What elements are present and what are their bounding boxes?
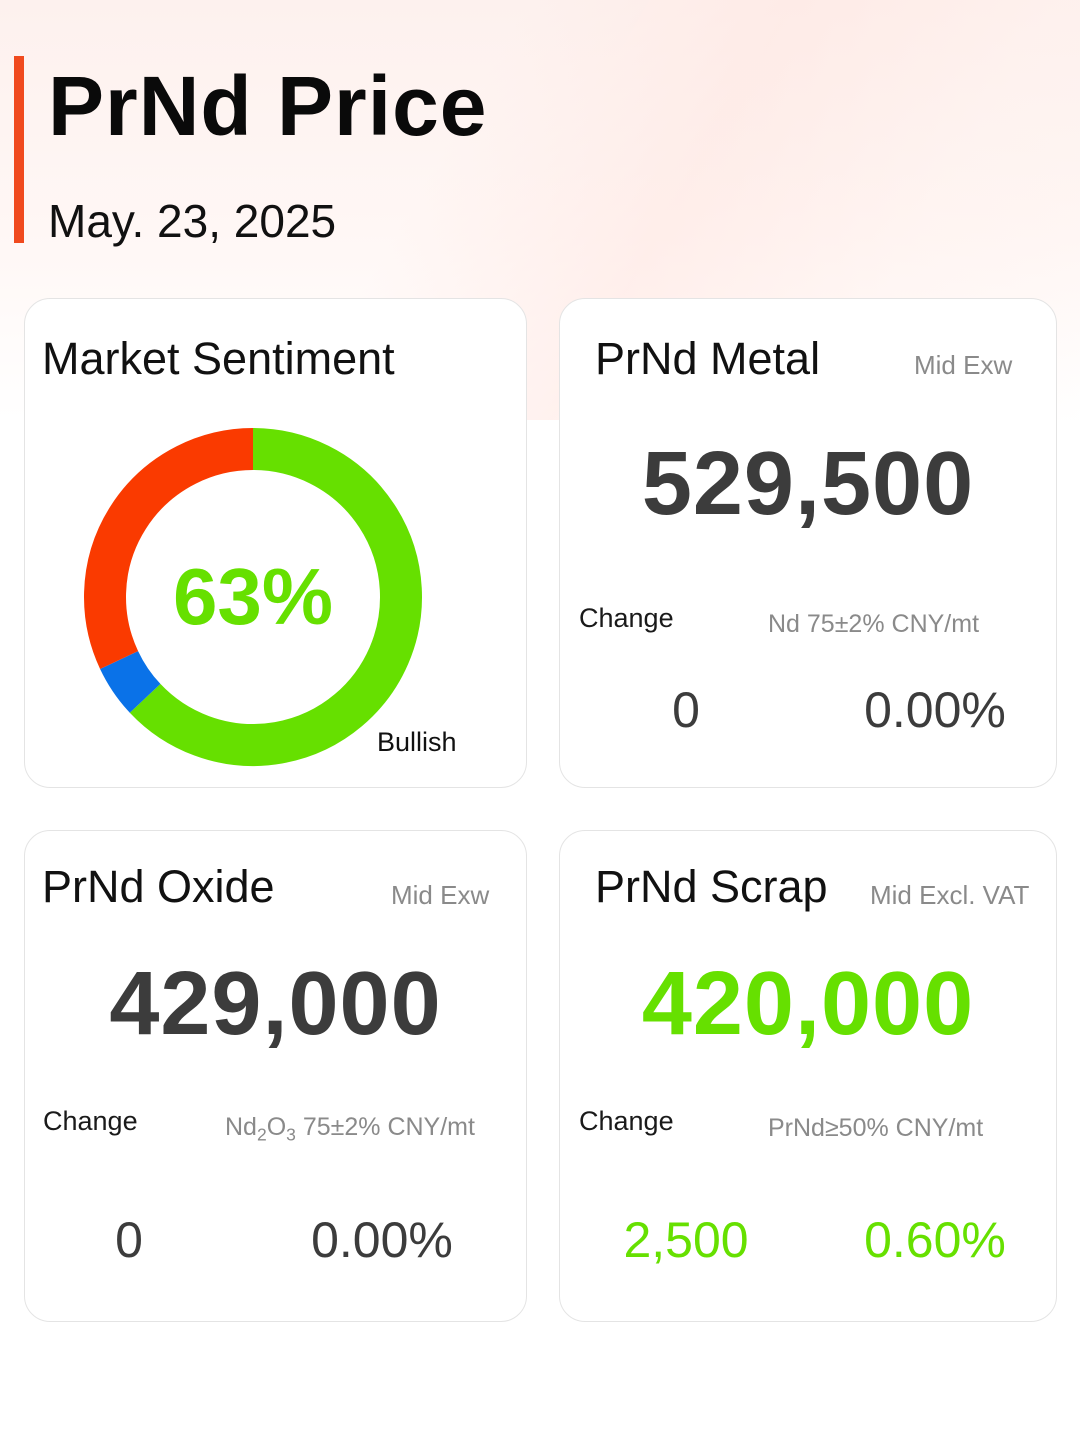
- prnd-scrap-change-label: Change: [579, 1106, 674, 1136]
- prnd-oxide-change-abs: 0: [115, 1212, 143, 1268]
- prnd-scrap-change-abs: 2,500: [623, 1212, 749, 1268]
- spec-sub-3: 3: [286, 1124, 296, 1145]
- spec-nd: Nd: [225, 1113, 257, 1141]
- prnd-metal-title: PrNd Metal: [595, 333, 821, 384]
- donut-segment-neutral: [100, 650, 161, 713]
- title-accent-bar: [14, 56, 24, 243]
- donut-segment-bullish: [129, 428, 422, 766]
- prnd-metal-price-basis: Mid Exw: [914, 350, 1013, 380]
- sentiment-percent: 63%: [172, 552, 334, 641]
- prnd-metal-card: PrNd Metal Mid Exw 529,500 Change Nd 75±…: [559, 298, 1057, 788]
- prnd-oxide-spec: Nd2O3 75±2% CNY/mt: [225, 1113, 475, 1145]
- prnd-oxide-title: PrNd Oxide: [42, 861, 275, 912]
- prnd-oxide-change-pct: 0.00%: [311, 1212, 453, 1268]
- prnd-scrap-price: 420,000: [641, 954, 975, 1054]
- sentiment-donut-svg: [84, 428, 422, 766]
- prnd-metal-price: 529,500: [641, 434, 975, 534]
- page-title: PrNd Price: [48, 59, 488, 153]
- prnd-oxide-card: PrNd Oxide Mid Exw 429,000 Change Nd2O3 …: [24, 830, 527, 1322]
- spec-o: O: [266, 1113, 287, 1141]
- page-date: May. 23, 2025: [48, 195, 337, 247]
- prnd-scrap-title: PrNd Scrap: [595, 861, 828, 912]
- prnd-scrap-spec: PrNd≥50% CNY/mt: [768, 1114, 984, 1142]
- prnd-scrap-change-pct: 0.60%: [864, 1212, 1006, 1268]
- donut-segment-bearish: [84, 428, 254, 669]
- bullish-label: Bullish: [377, 727, 457, 757]
- market-sentiment-title: Market Sentiment: [42, 333, 395, 384]
- market-sentiment-card: Market Sentiment 63% Bullish: [24, 298, 527, 788]
- prnd-scrap-card: PrNd Scrap Mid Excl. VAT 420,000 Change …: [559, 830, 1057, 1322]
- sentiment-donut-chart: 63%: [83, 427, 423, 767]
- prnd-metal-spec: Nd 75±2% CNY/mt: [768, 610, 980, 638]
- spec-suffix: 75±2% CNY/mt: [295, 1113, 475, 1141]
- prnd-oxide-change-label: Change: [43, 1106, 138, 1136]
- prnd-metal-change-pct: 0.00%: [864, 682, 1006, 738]
- spec-sub-2: 2: [256, 1124, 267, 1145]
- prnd-oxide-price-basis: Mid Exw: [391, 880, 490, 910]
- prnd-metal-change-abs: 0: [672, 682, 700, 738]
- prnd-scrap-price-basis: Mid Excl. VAT: [870, 880, 1030, 910]
- prnd-oxide-price: 429,000: [109, 954, 442, 1054]
- prnd-metal-change-label: Change: [579, 603, 674, 633]
